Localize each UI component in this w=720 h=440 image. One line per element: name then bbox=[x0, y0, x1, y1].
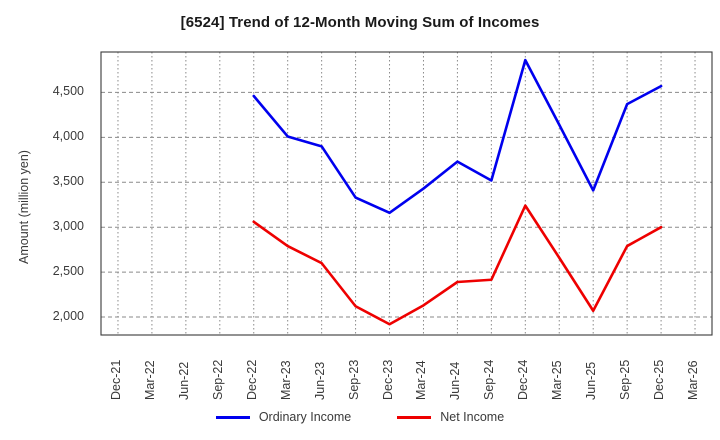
x-tick-label: Mar-26 bbox=[686, 360, 701, 400]
series-line-net-income bbox=[252, 204, 663, 326]
x-tick-label: Jun-22 bbox=[176, 361, 191, 400]
y-tick-label: 2,000 bbox=[52, 309, 84, 324]
x-tick-label: Sep-22 bbox=[210, 359, 225, 400]
x-tick-label: Mar-22 bbox=[142, 360, 157, 400]
x-tick-label: Dec-24 bbox=[516, 359, 531, 400]
x-tick-label: Mar-23 bbox=[278, 360, 293, 400]
y-tick-label: 4,500 bbox=[52, 84, 84, 99]
y-tick-label: 2,500 bbox=[52, 264, 84, 279]
legend-label: Ordinary Income bbox=[258, 410, 352, 424]
x-tick-label: Jun-24 bbox=[448, 361, 463, 400]
legend-entry[interactable]: Net Income bbox=[397, 410, 504, 424]
x-tick-label: Sep-23 bbox=[346, 359, 361, 400]
y-axis-tick-labels: 2,000 2,500 3,000 3,500 4,000 4,500 bbox=[30, 0, 84, 440]
legend-label: Net Income bbox=[440, 410, 505, 424]
x-tick-label: Mar-24 bbox=[414, 360, 429, 400]
x-tick-label: Sep-25 bbox=[618, 359, 633, 400]
plot-background bbox=[101, 52, 712, 335]
x-tick-label: Jun-25 bbox=[584, 361, 599, 400]
y-tick-label: 3,500 bbox=[52, 174, 84, 189]
x-tick-label: Jun-23 bbox=[312, 361, 327, 400]
legend-color-swatch bbox=[215, 415, 250, 419]
x-tick-label: Dec-23 bbox=[380, 359, 395, 400]
legend-entry[interactable]: Ordinary Income bbox=[215, 410, 352, 424]
plot-frame bbox=[100, 51, 713, 336]
y-tick-label: 3,000 bbox=[52, 219, 84, 234]
chart-title: [6524] Trend of 12-Month Moving Sum of I… bbox=[180, 14, 540, 31]
y-tick-label: 4,000 bbox=[52, 129, 84, 144]
x-tick-label: Mar-25 bbox=[550, 360, 565, 400]
x-tick-label: Dec-22 bbox=[244, 359, 259, 400]
x-tick-label: Sep-24 bbox=[482, 359, 497, 400]
legend-color-swatch bbox=[397, 415, 432, 419]
x-tick-label: Dec-25 bbox=[652, 359, 667, 400]
x-tick-label: Dec-21 bbox=[108, 359, 123, 400]
x-axis-tick-labels: Dec-21 Mar-22 Jun-22 Sep-22 Dec-22 Mar-23 Jun-… bbox=[0, 338, 720, 400]
series-line-ordinary-income bbox=[252, 58, 663, 215]
data-series-layer bbox=[252, 58, 663, 326]
chart-legend: Ordinary Income Net Income bbox=[0, 404, 720, 430]
grid-lines bbox=[101, 52, 712, 335]
